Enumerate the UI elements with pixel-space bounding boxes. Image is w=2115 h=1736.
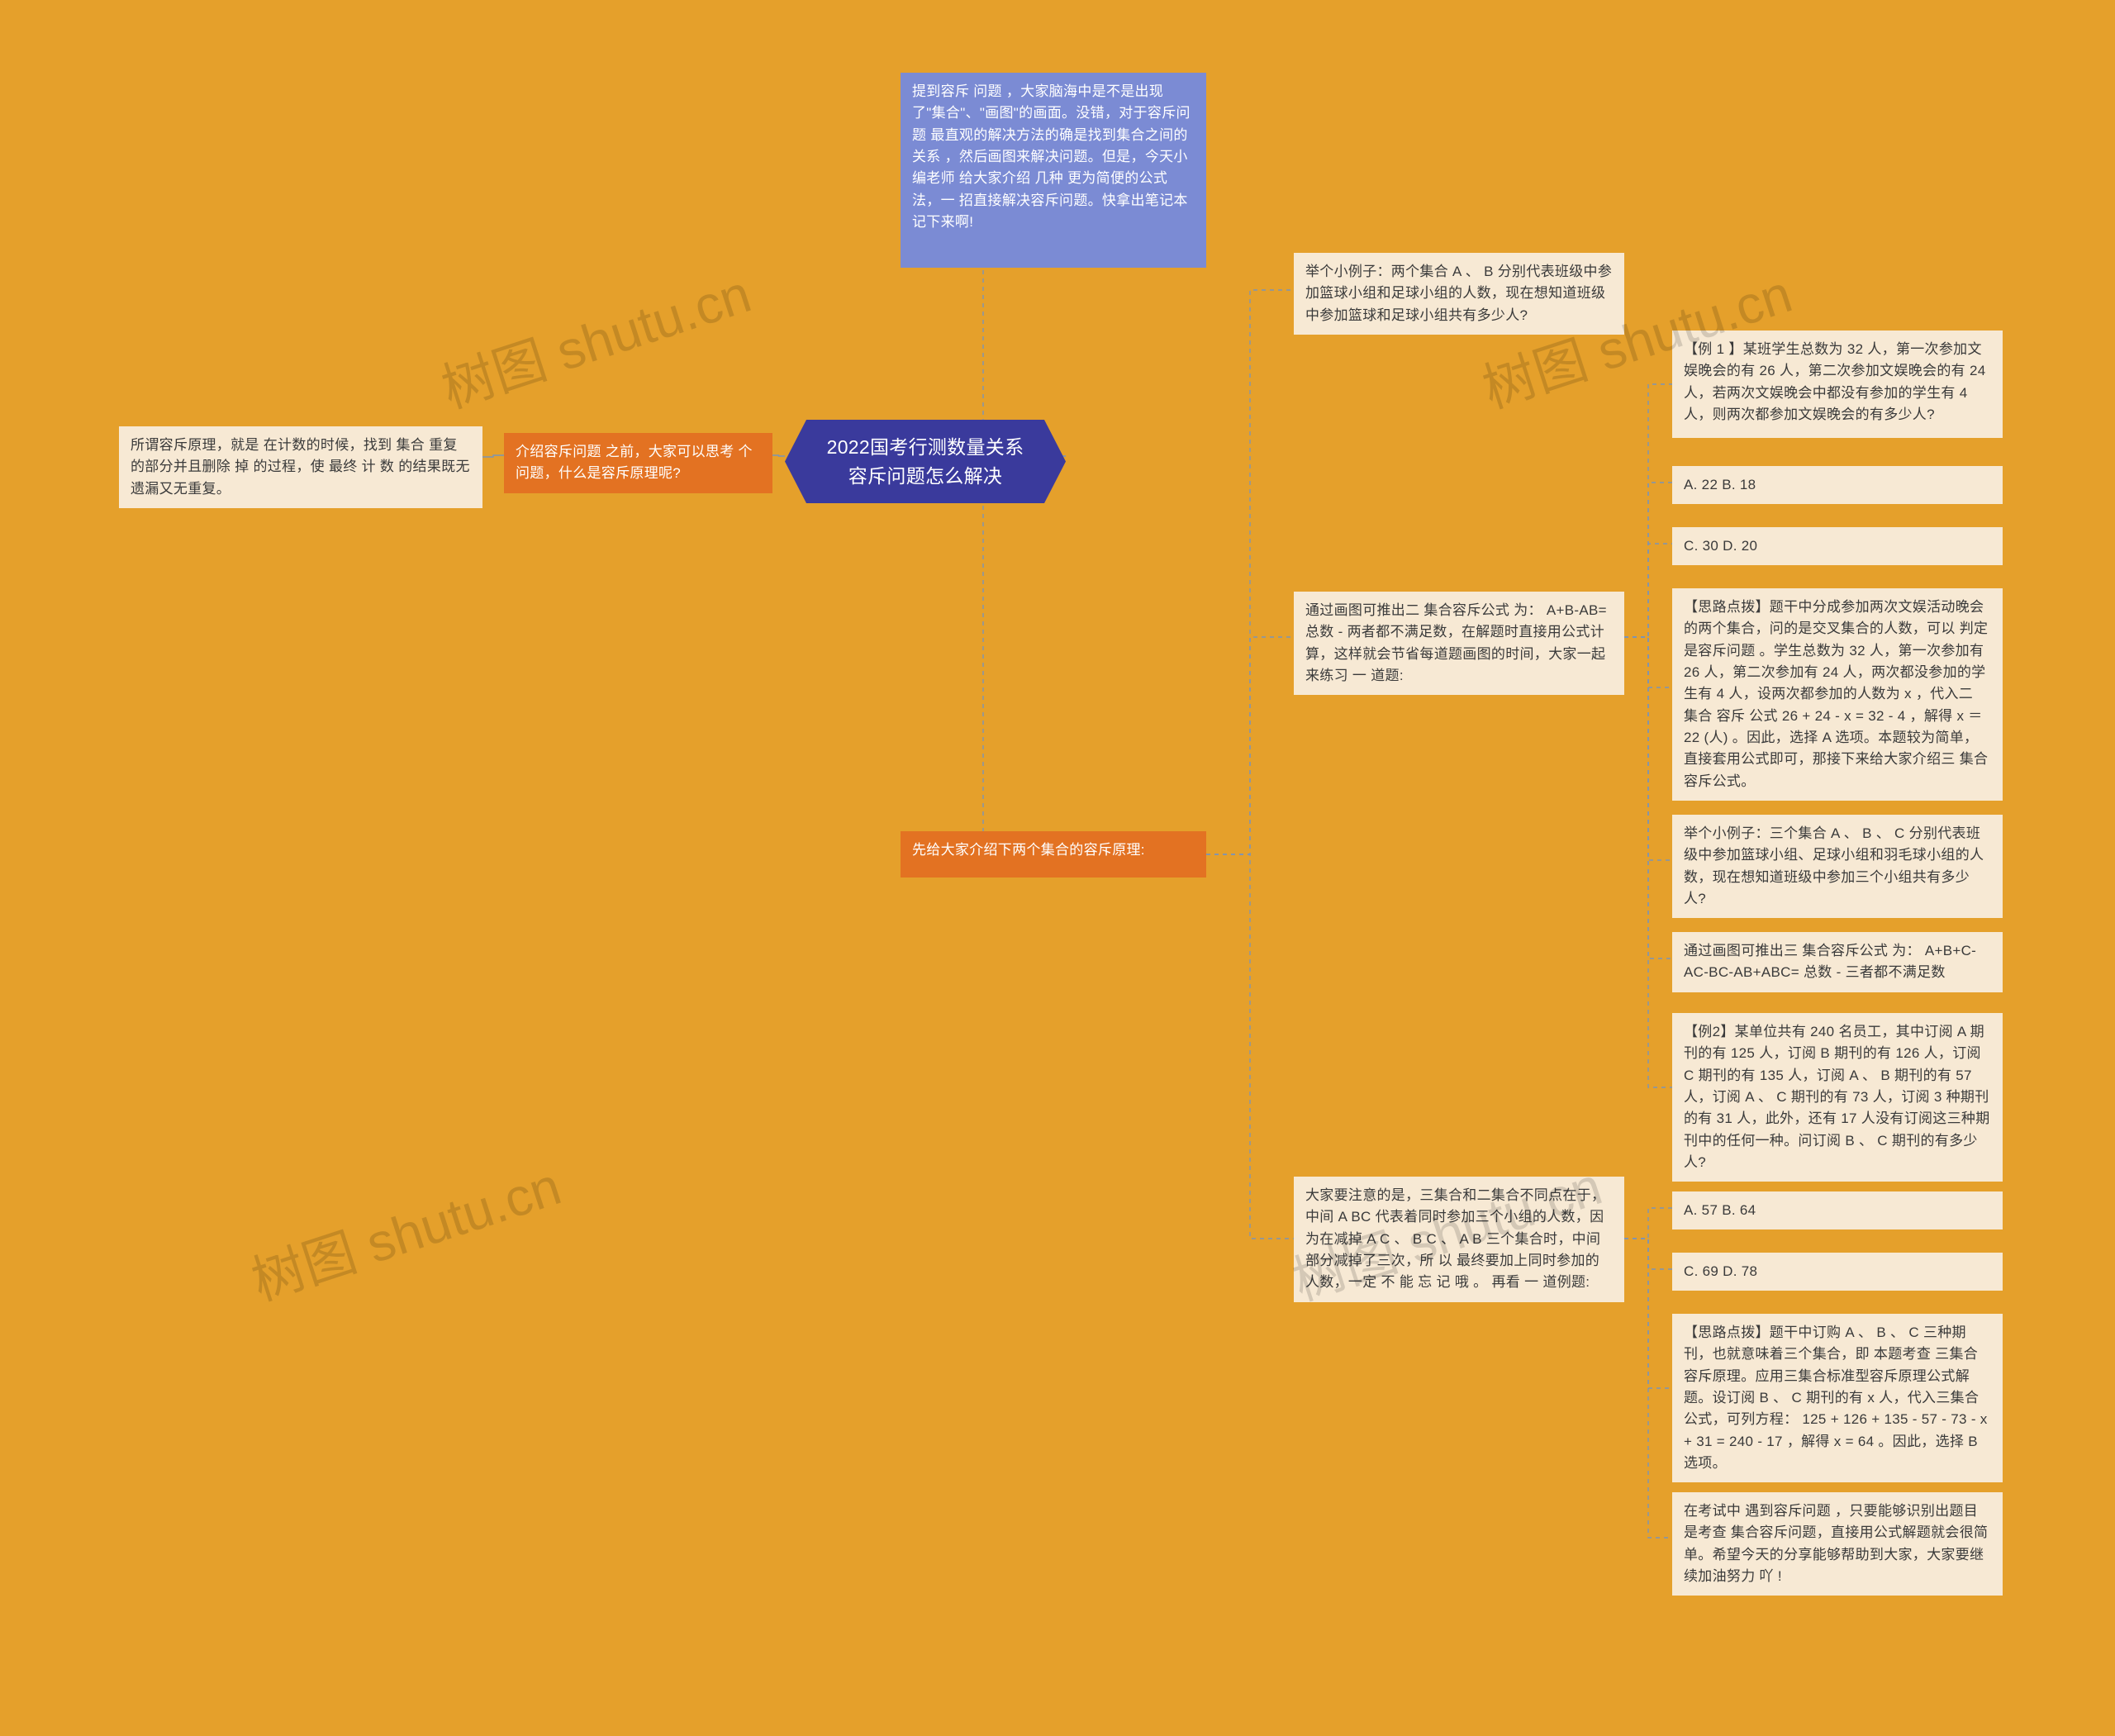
node-text: 【例2】某单位共有 240 名员工，其中订阅 A 期刊的有 125 人，订阅 B… bbox=[1684, 1024, 1990, 1170]
node-text: 提到容斥 问题 ，大家脑海中是不是出现了"集合"、"画图"的画面。没错，对于容斥… bbox=[912, 83, 1191, 230]
node-d11: 在考试中 遇到容斥问题 ，只要能够识别出题目是考查 集合容斥问题，直接用公式解题… bbox=[1672, 1492, 2003, 1596]
node-text: 所谓容斥原理，就是 在计数的时候，找到 集合 重复的部分并且删除 掉 的过程，使… bbox=[131, 437, 470, 497]
node-text: A. 22 B. 18 bbox=[1684, 477, 1756, 492]
node-d8: A. 57 B. 64 bbox=[1672, 1191, 2003, 1229]
node-two-set-intro: 先给大家介绍下两个集合的容斥原理: bbox=[901, 831, 1206, 878]
node-d5: 举个小例子：三个集合 A 、 B 、 C 分别代表班级中参加篮球小组、足球小组和… bbox=[1672, 815, 2003, 918]
node-text: 先给大家介绍下两个集合的容斥原理: bbox=[912, 842, 1145, 858]
node-c2: 通过画图可推出二 集合容斥公式 为： A+B-AB= 总数 - 两者都不满足数，… bbox=[1294, 592, 1624, 695]
node-text: 举个小例子：两个集合 A 、 B 分别代表班级中参加篮球小组和足球小组的人数，现… bbox=[1305, 264, 1612, 323]
root-node: 2022国考行测数量关系容斥问题怎么解决 bbox=[785, 420, 1066, 503]
node-text: 【思路点拨】题干中分成参加两次文娱活动晚会的两个集合，问的是交叉集合的人数，可以… bbox=[1684, 599, 1988, 789]
node-text: 通过画图可推出三 集合容斥公式 为： A+B+C-AC-BC-AB+ABC= 总… bbox=[1684, 943, 1976, 980]
watermark: 树图 shutu.cn bbox=[241, 1144, 569, 1315]
node-d10: 【思路点拨】题干中订购 A 、 B 、 C 三种期刊，也就意味着三个集合，即 本… bbox=[1672, 1314, 2003, 1482]
node-text: 【例 1 】某班学生总数为 32 人，第一次参加文娱晚会的有 26 人，第二次参… bbox=[1684, 341, 1986, 422]
node-d4: 【思路点拨】题干中分成参加两次文娱活动晚会的两个集合，问的是交叉集合的人数，可以… bbox=[1672, 588, 2003, 801]
node-d1: 【例 1 】某班学生总数为 32 人，第一次参加文娱晚会的有 26 人，第二次参… bbox=[1672, 331, 2003, 438]
node-text: 举个小例子：三个集合 A 、 B 、 C 分别代表班级中参加篮球小组、足球小组和… bbox=[1684, 825, 1984, 906]
node-text: 大家要注意的是，三集合和二集合不同点在于，中间 A BC 代表着同时参加三个小组… bbox=[1305, 1187, 1605, 1290]
node-text: 在考试中 遇到容斥问题 ，只要能够识别出题目是考查 集合容斥问题，直接用公式解题… bbox=[1684, 1503, 1988, 1584]
watermark: 树图 shutu.cn bbox=[431, 252, 759, 423]
node-d6: 通过画图可推出三 集合容斥公式 为： A+B+C-AC-BC-AB+ABC= 总… bbox=[1672, 932, 2003, 992]
node-left-def: 所谓容斥原理，就是 在计数的时候，找到 集合 重复的部分并且删除 掉 的过程，使… bbox=[119, 426, 482, 508]
node-c3: 大家要注意的是，三集合和二集合不同点在于，中间 A BC 代表着同时参加三个小组… bbox=[1294, 1177, 1624, 1302]
node-text: 【思路点拨】题干中订购 A 、 B 、 C 三种期刊，也就意味着三个集合，即 本… bbox=[1684, 1325, 1988, 1471]
node-c1: 举个小例子：两个集合 A 、 B 分别代表班级中参加篮球小组和足球小组的人数，现… bbox=[1294, 253, 1624, 335]
node-text: C. 30 D. 20 bbox=[1684, 538, 1757, 554]
node-text: C. 69 D. 78 bbox=[1684, 1263, 1757, 1279]
node-left-intro: 介绍容斥问题 之前，大家可以思考 个问题，什么是容斥原理呢? bbox=[504, 433, 772, 493]
root-text: 2022国考行测数量关系容斥问题怎么解决 bbox=[827, 436, 1024, 487]
node-d2: A. 22 B. 18 bbox=[1672, 466, 2003, 504]
node-d3: C. 30 D. 20 bbox=[1672, 527, 2003, 565]
node-d7: 【例2】某单位共有 240 名员工，其中订阅 A 期刊的有 125 人，订阅 B… bbox=[1672, 1013, 2003, 1182]
node-text: 介绍容斥问题 之前，大家可以思考 个问题，什么是容斥原理呢? bbox=[516, 444, 753, 481]
node-blue-intro: 提到容斥 问题 ，大家脑海中是不是出现了"集合"、"画图"的画面。没错，对于容斥… bbox=[901, 73, 1206, 268]
node-text: 通过画图可推出二 集合容斥公式 为： A+B-AB= 总数 - 两者都不满足数，… bbox=[1305, 602, 1607, 683]
node-text: A. 57 B. 64 bbox=[1684, 1202, 1756, 1218]
node-d9: C. 69 D. 78 bbox=[1672, 1253, 2003, 1291]
